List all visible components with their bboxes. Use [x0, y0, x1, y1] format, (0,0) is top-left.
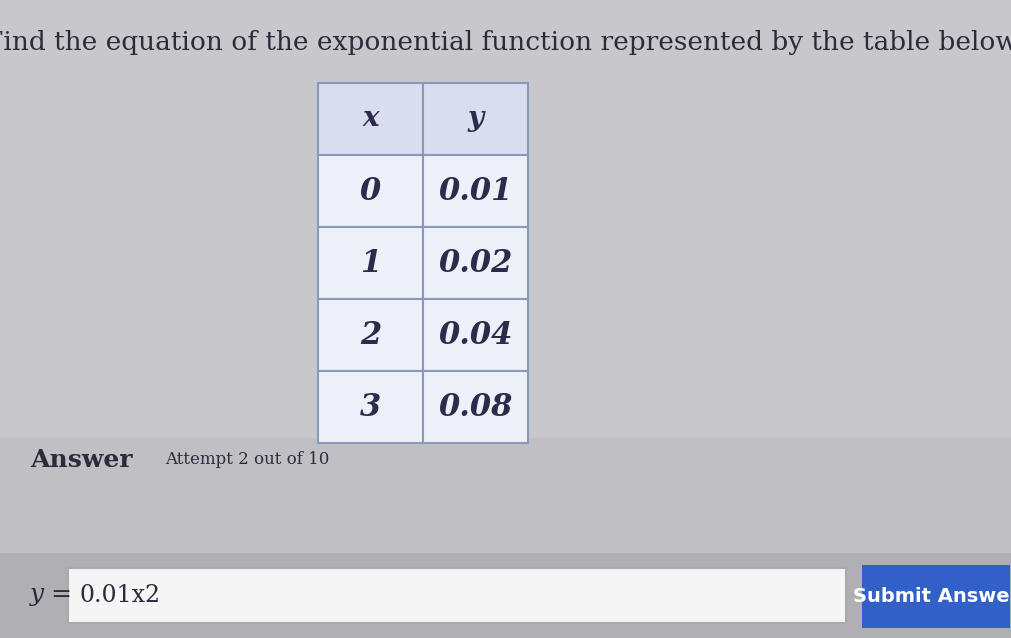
Text: Find the equation of the exponential function represented by the table below:: Find the equation of the exponential fun… [0, 30, 1011, 55]
Bar [0, 553, 1011, 638]
Text: Attempt 2 out of 10: Attempt 2 out of 10 [165, 452, 329, 468]
Text: 0: 0 [360, 175, 381, 207]
Text: Submit Answer: Submit Answer [852, 587, 1011, 606]
Bar [317, 299, 423, 371]
Text: 0.08: 0.08 [438, 392, 513, 422]
Bar [423, 371, 528, 443]
Text: y: y [467, 105, 483, 133]
Text: 2: 2 [360, 320, 381, 350]
Text: 0.01: 0.01 [438, 175, 513, 207]
Bar [317, 155, 423, 227]
Text: x: x [362, 105, 378, 133]
Bar [68, 568, 845, 623]
Text: 3: 3 [360, 392, 381, 422]
Bar [317, 371, 423, 443]
Bar [423, 299, 528, 371]
Text: Answer: Answer [30, 448, 132, 472]
Text: 1: 1 [360, 248, 381, 279]
Bar [861, 565, 1009, 628]
Bar [0, 438, 1011, 638]
Text: 0.04: 0.04 [438, 320, 513, 350]
Bar [317, 83, 423, 155]
Bar [423, 83, 528, 155]
Text: 0.01x2: 0.01x2 [80, 584, 161, 607]
Text: 0.02: 0.02 [438, 248, 513, 279]
Bar [423, 227, 528, 299]
Bar [317, 227, 423, 299]
Text: y =: y = [30, 584, 73, 607]
Bar [423, 155, 528, 227]
